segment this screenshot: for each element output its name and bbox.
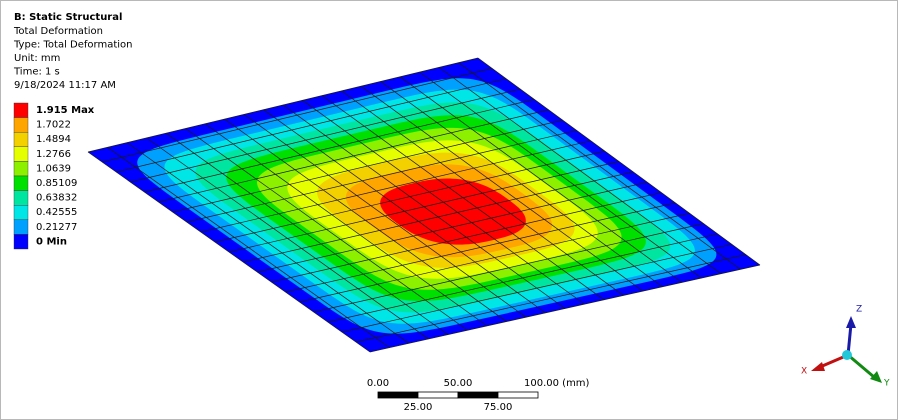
scale-label: 25.00 <box>404 402 433 413</box>
mesh-line <box>327 233 718 323</box>
mesh-line <box>302 100 585 305</box>
legend-label: 1.915 Max <box>36 105 95 116</box>
scale-label: 0.00 <box>367 378 389 389</box>
header-title: B: Static Structural <box>14 12 122 23</box>
mesh-line <box>321 95 605 301</box>
header-line: Unit: mm <box>14 53 60 64</box>
mesh-line <box>299 212 690 303</box>
mesh-line <box>419 71 702 279</box>
legend-label: 0.85109 <box>36 178 77 189</box>
legend-swatch <box>13 219 29 235</box>
mesh-line <box>285 202 676 293</box>
scale-label: 75.00 <box>484 402 513 413</box>
legend-swatch <box>13 131 29 147</box>
legend-label: 1.2766 <box>36 149 71 160</box>
mesh-line <box>458 62 741 270</box>
plate-model <box>87 57 761 353</box>
scale-label: 50.00 <box>444 378 473 389</box>
legend-swatch <box>13 161 29 177</box>
mesh-line <box>228 161 620 253</box>
x-arrow <box>811 362 825 371</box>
scale-segment <box>497 391 539 399</box>
mesh-line <box>380 81 663 288</box>
mesh-line <box>369 264 761 353</box>
legend-label: 0.63832 <box>36 193 77 204</box>
legend-swatch <box>13 190 29 206</box>
z-arrow <box>846 316 856 328</box>
mesh-line <box>399 76 683 283</box>
scale-label: 100.00 (mm) <box>524 378 590 389</box>
header-line: 9/18/2024 11:17 AM <box>14 80 116 91</box>
legend-swatch <box>13 117 29 133</box>
legend-swatch <box>13 234 29 250</box>
legend-label: 0 Min <box>36 236 67 247</box>
legend-label: 0.42555 <box>36 207 77 218</box>
header-line: Time: 1 s <box>13 67 60 78</box>
y-arrow <box>870 371 882 383</box>
triad-origin <box>842 350 852 360</box>
y-label: Y <box>883 379 890 389</box>
mesh-line <box>360 85 644 292</box>
z-axis <box>846 323 853 356</box>
legend-swatch <box>13 175 29 191</box>
mesh-line <box>477 57 761 266</box>
header-lines: Total Deformation Type: Total Deformation… <box>13 26 133 91</box>
legend-label: 0.21277 <box>36 222 77 233</box>
legend-label: 1.7022 <box>36 120 71 131</box>
scale-bar: 0.00 50.00 100.00 (mm) 25.00 75.00 <box>367 378 590 413</box>
mesh-line <box>341 243 732 333</box>
scale-segment <box>457 391 499 399</box>
legend: 1.915 Max 1.7022 1.4894 1.2766 1.0639 0.85109… <box>13 102 95 250</box>
y-axis <box>847 353 875 379</box>
mesh-line <box>438 67 722 274</box>
header-line: Type: Total Deformation <box>13 40 133 51</box>
mesh-line <box>341 90 624 296</box>
scale-segment <box>377 391 419 399</box>
scale-segment <box>417 391 459 399</box>
triad: Z X Y <box>801 305 890 389</box>
mesh-line <box>271 192 662 283</box>
z-label: Z <box>856 305 862 315</box>
header-line: Total Deformation <box>13 26 103 37</box>
legend-swatch <box>13 102 29 118</box>
legend-swatch <box>13 204 29 220</box>
mesh-line <box>257 181 648 273</box>
mesh-line <box>243 171 634 263</box>
mesh-line <box>313 223 704 313</box>
legend-label: 1.0639 <box>36 163 71 174</box>
x-label: X <box>801 367 807 377</box>
legend-label: 1.4894 <box>36 134 71 145</box>
mesh-line <box>355 254 746 343</box>
legend-swatch <box>13 146 29 162</box>
